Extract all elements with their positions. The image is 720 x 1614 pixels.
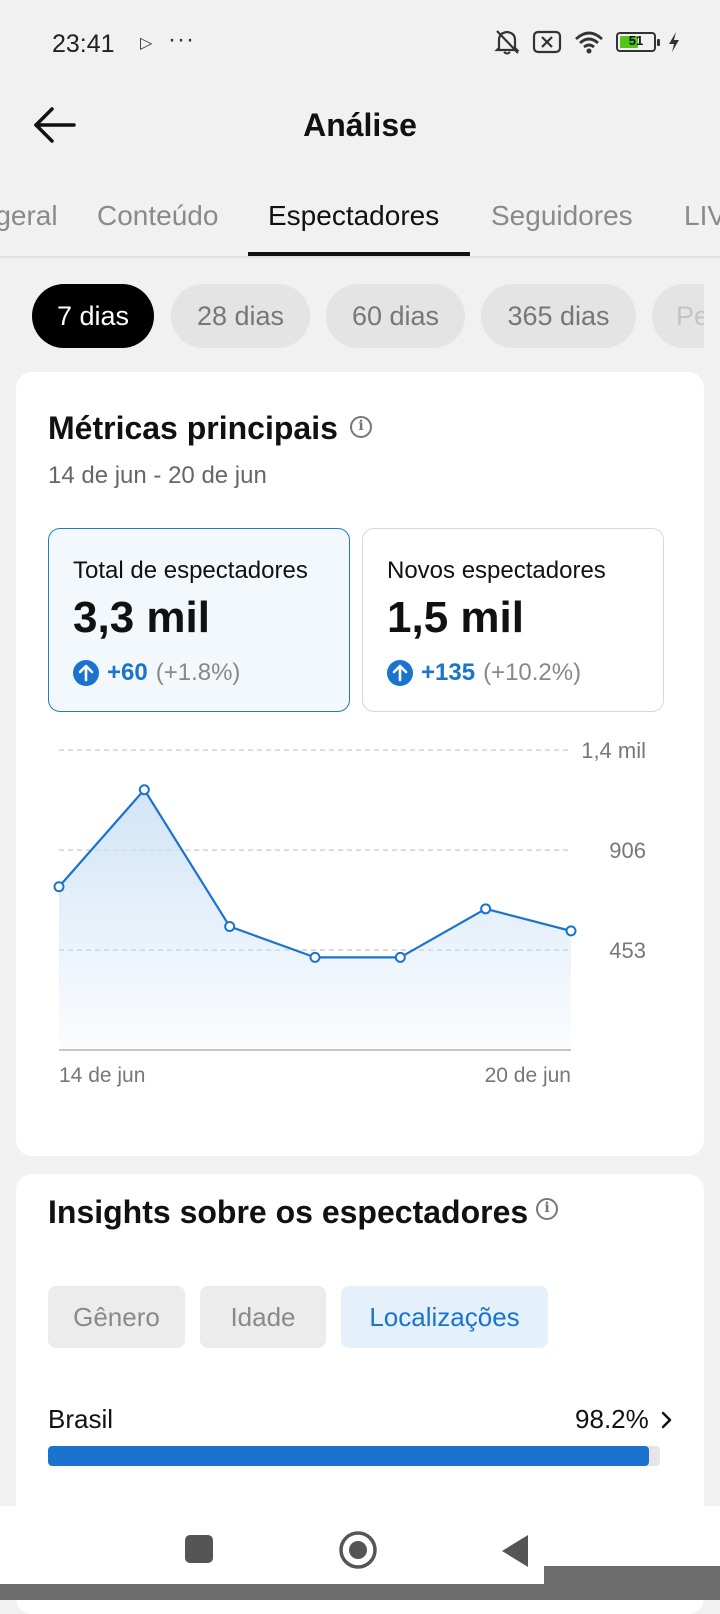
- tab-live[interactable]: LIVE: [684, 200, 720, 231]
- back-nav-button[interactable]: [500, 1534, 530, 1568]
- data-point: [138, 784, 150, 796]
- tab-overview[interactable]: Visão geral: [0, 200, 58, 231]
- y-tick-label: 1,4 mil: [581, 738, 646, 763]
- analytics-tabs: Visão geral Conteúdo Espectadores Seguid…: [0, 180, 720, 258]
- series-area: [59, 789, 571, 1050]
- chip-custom[interactable]: Personalizado: [652, 284, 704, 348]
- page-title: Análise: [303, 107, 417, 143]
- back-button[interactable]: [30, 103, 80, 147]
- arrow-up-icon: [387, 660, 413, 686]
- battery-level: 51: [628, 33, 644, 48]
- charging-bolt-icon: [669, 32, 679, 52]
- active-tab-indicator: [248, 252, 470, 256]
- data-point: [565, 925, 577, 937]
- data-point: [224, 920, 236, 932]
- tab-followers[interactable]: Seguidores: [491, 200, 633, 231]
- metric-new-viewers[interactable]: Novos espectadores 1,5 mil +135 (+10.2%): [362, 528, 664, 712]
- data-point: [480, 903, 492, 915]
- more-dots-icon: ···: [168, 26, 195, 53]
- viewer-insights-title: Insights sobre os espectadores: [48, 1194, 529, 1230]
- key-metrics-card: Métricas principais 14 de jun - 20 de ju…: [16, 372, 704, 1156]
- status-bar: 23:41 ▷ ··· 51: [0, 0, 720, 90]
- metric-total-viewers[interactable]: Total de espectadores 3,3 mil +60 (+1.8%…: [48, 528, 350, 712]
- segment-age[interactable]: Idade: [200, 1286, 326, 1348]
- metric-delta-pct: (+1.8%): [155, 659, 241, 686]
- metric-label: Total de espectadores: [73, 557, 308, 584]
- media-play-icon: ▷: [140, 35, 153, 52]
- location-pct: 98.2%: [575, 1404, 674, 1435]
- arrow-up-icon: [73, 660, 99, 686]
- home-button[interactable]: [338, 1530, 378, 1570]
- chip-60-days[interactable]: 60 dias: [326, 284, 465, 348]
- chip-365-days[interactable]: 365 dias: [481, 284, 636, 348]
- metric-value: 3,3 mil: [73, 593, 210, 642]
- recents-button[interactable]: [184, 1534, 214, 1564]
- arrow-left-icon: [34, 107, 76, 143]
- y-tick-label: 906: [609, 838, 646, 863]
- battery-icon: 51: [616, 32, 660, 52]
- segment-gender[interactable]: Gênero: [48, 1286, 185, 1348]
- no-sim-icon: [532, 30, 562, 54]
- viewers-line-chart[interactable]: 453 906 1,4 mil 14 de jun 20 de jun: [16, 722, 704, 1102]
- gesture-bar-segment: [544, 1566, 720, 1584]
- app-header: Análise: [0, 95, 720, 155]
- date-range-label: 14 de jun - 20 de jun: [48, 462, 267, 489]
- data-point: [309, 951, 321, 963]
- metric-delta: +135: [421, 659, 476, 686]
- metric-delta: +60: [107, 659, 148, 686]
- metric-delta-pct: (+10.2%): [483, 659, 582, 686]
- x-tick-label: 14 de jun: [59, 1064, 145, 1087]
- status-time: 23:41: [52, 30, 115, 58]
- wifi-icon: [575, 31, 603, 54]
- y-tick-label: 453: [609, 938, 646, 963]
- key-metrics-title: Métricas principais: [48, 410, 338, 446]
- info-icon[interactable]: [536, 1198, 558, 1220]
- chip-28-days[interactable]: 28 dias: [171, 284, 310, 348]
- location-bar: [48, 1446, 660, 1466]
- metric-value: 1,5 mil: [387, 593, 524, 642]
- tab-content[interactable]: Conteúdo: [97, 200, 219, 231]
- date-range-chips: 7 dias 28 dias 60 dias 365 dias Personal…: [0, 284, 704, 348]
- info-icon[interactable]: [350, 416, 372, 438]
- gesture-bar: [0, 1584, 720, 1600]
- data-point: [53, 881, 65, 893]
- chip-7-days[interactable]: 7 dias: [32, 284, 154, 348]
- bell-muted-icon: [494, 30, 520, 55]
- location-name: Brasil: [48, 1404, 114, 1434]
- metric-label: Novos espectadores: [387, 557, 606, 584]
- chevron-right-icon: [661, 1411, 672, 1429]
- location-bar-fill: [48, 1446, 649, 1466]
- data-point: [394, 951, 406, 963]
- tab-viewers[interactable]: Espectadores: [268, 200, 440, 231]
- x-tick-label: 20 de jun: [485, 1064, 571, 1087]
- segment-locations[interactable]: Localizações: [341, 1286, 548, 1348]
